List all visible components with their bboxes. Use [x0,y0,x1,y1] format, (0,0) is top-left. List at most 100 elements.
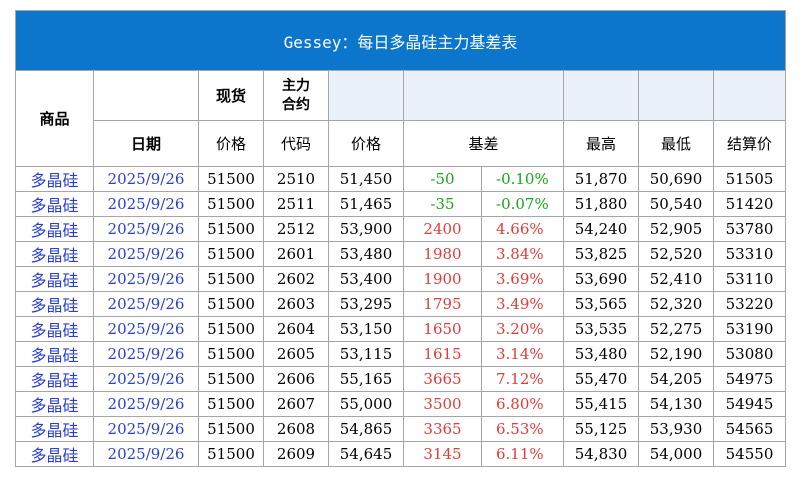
cell-spot: 51500 [198,166,264,192]
cell-product: 多晶硅 [15,341,94,367]
cell-price: 53,480 [328,241,404,267]
cell-date: 2025/9/26 [93,341,199,367]
cell-high: 54,830 [563,441,639,467]
cell-date: 2025/9/26 [93,166,199,192]
cell-price: 53,115 [328,341,404,367]
cell-price: 53,400 [328,266,404,292]
table-row: 多晶硅 2025/9/26 51500 2605 53,115 1615 3.14% 53,4… [15,341,786,367]
header-blank-settle [713,70,786,121]
cell-low: 52,275 [638,316,714,342]
header-date: 日期 [93,120,199,167]
cell-code: 2604 [263,316,329,342]
cell-price: 51,450 [328,166,404,192]
cell-code: 2602 [263,266,329,292]
cell-high: 51,880 [563,191,639,217]
cell-code: 2605 [263,341,329,367]
cell-price: 54,865 [328,416,404,442]
cell-settle: 53220 [713,291,786,317]
header-settle: 结算价 [713,120,786,167]
cell-pct: 6.53% [481,416,564,442]
cell-pct: 6.11% [481,441,564,467]
cell-date: 2025/9/26 [93,216,199,242]
cell-high: 55,415 [563,391,639,417]
cell-code: 2512 [263,216,329,242]
cell-product: 多晶硅 [15,416,94,442]
cell-price: 55,000 [328,391,404,417]
cell-price: 55,165 [328,366,404,392]
cell-low: 52,190 [638,341,714,367]
cell-low: 52,905 [638,216,714,242]
cell-settle: 51505 [713,166,786,192]
cell-product: 多晶硅 [15,291,94,317]
cell-low: 53,930 [638,416,714,442]
cell-settle: 51420 [713,191,786,217]
header-product: 商品 [15,70,94,167]
cell-price: 53,295 [328,291,404,317]
cell-pct: 3.14% [481,341,564,367]
cell-basis: 3365 [403,416,482,442]
cell-low: 50,690 [638,166,714,192]
cell-product: 多晶硅 [15,266,94,292]
header-contract-line1: 主力 [282,77,310,94]
header-spot: 现货 [198,70,264,121]
cell-pct: 3.20% [481,316,564,342]
cell-spot: 51500 [198,216,264,242]
cell-high: 55,470 [563,366,639,392]
cell-pct: 6.80% [481,391,564,417]
cell-code: 2609 [263,441,329,467]
header-contract-line2: 合约 [282,96,310,113]
cell-spot: 51500 [198,441,264,467]
header-blank-date [93,70,199,121]
cell-date: 2025/9/26 [93,416,199,442]
cell-low: 52,410 [638,266,714,292]
header-blank-price [328,70,404,121]
cell-code: 2511 [263,191,329,217]
cell-basis: 3145 [403,441,482,467]
cell-low: 52,520 [638,241,714,267]
cell-settle: 53780 [713,216,786,242]
cell-date: 2025/9/26 [93,366,199,392]
cell-product: 多晶硅 [15,316,94,342]
cell-low: 52,320 [638,291,714,317]
table-row: 多晶硅 2025/9/26 51500 2512 53,900 2400 4.66% 54,2… [15,216,786,242]
cell-product: 多晶硅 [15,191,94,217]
cell-high: 53,565 [563,291,639,317]
table-row: 多晶硅 2025/9/26 51500 2603 53,295 1795 3.49% 53,5… [15,291,786,317]
basis-table: Gessey：每日多晶硅主力基差表 商品 现货 主力 合约 日期 价格 代码 价格… [15,10,786,467]
header-row-1: 商品 现货 主力合约 [15,70,786,167]
cell-spot: 51500 [198,266,264,292]
cell-high: 54,240 [563,216,639,242]
cell-date: 2025/9/26 [93,291,199,317]
cell-high: 51,870 [563,166,639,192]
cell-low: 50,540 [638,191,714,217]
header-high: 最高 [563,120,639,167]
cell-basis: 1795 [403,291,482,317]
cell-price: 51,465 [328,191,404,217]
cell-settle: 53110 [713,266,786,292]
cell-date: 2025/9/26 [93,441,199,467]
cell-spot: 51500 [198,241,264,267]
cell-spot: 51500 [198,291,264,317]
header-code: 代码 [263,120,329,167]
cell-settle: 54565 [713,416,786,442]
table-title: Gessey：每日多晶硅主力基差表 [15,10,786,71]
cell-basis: 1650 [403,316,482,342]
cell-basis: -50 [403,166,482,192]
table-row: 多晶硅 2025/9/26 51500 2607 55,000 3500 6.80% 55,4… [15,391,786,417]
cell-pct: 4.66% [481,216,564,242]
cell-pct: 7.12% [481,366,564,392]
cell-code: 2510 [263,166,329,192]
table-row: 多晶硅 2025/9/26 51500 2511 51,465 -35 -0.07% 51,8… [15,191,786,217]
cell-spot: 51500 [198,391,264,417]
table-row: 多晶硅 2025/9/26 51500 2602 53,400 1900 3.69% 53,6… [15,266,786,292]
cell-basis: 3500 [403,391,482,417]
cell-pct: -0.10% [481,166,564,192]
cell-pct: 3.84% [481,241,564,267]
cell-pct: 3.49% [481,291,564,317]
table-row: 多晶硅 2025/9/26 51500 2608 54,865 3365 6.53% 55,1… [15,416,786,442]
cell-code: 2608 [263,416,329,442]
cell-date: 2025/9/26 [93,316,199,342]
cell-code: 2603 [263,291,329,317]
header-basis: 基差 [403,120,564,167]
cell-date: 2025/9/26 [93,391,199,417]
